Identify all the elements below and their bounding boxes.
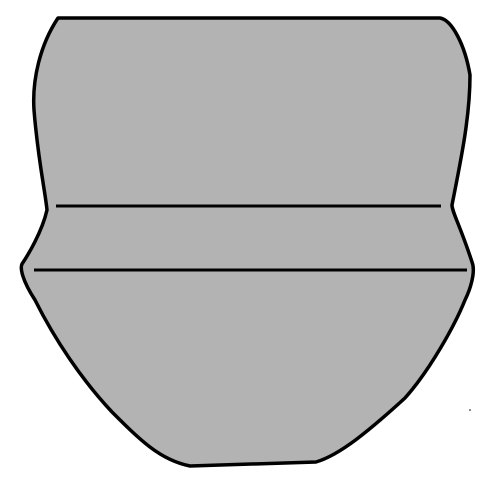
vessel-outline xyxy=(19,16,476,468)
speck-mark xyxy=(469,409,471,411)
